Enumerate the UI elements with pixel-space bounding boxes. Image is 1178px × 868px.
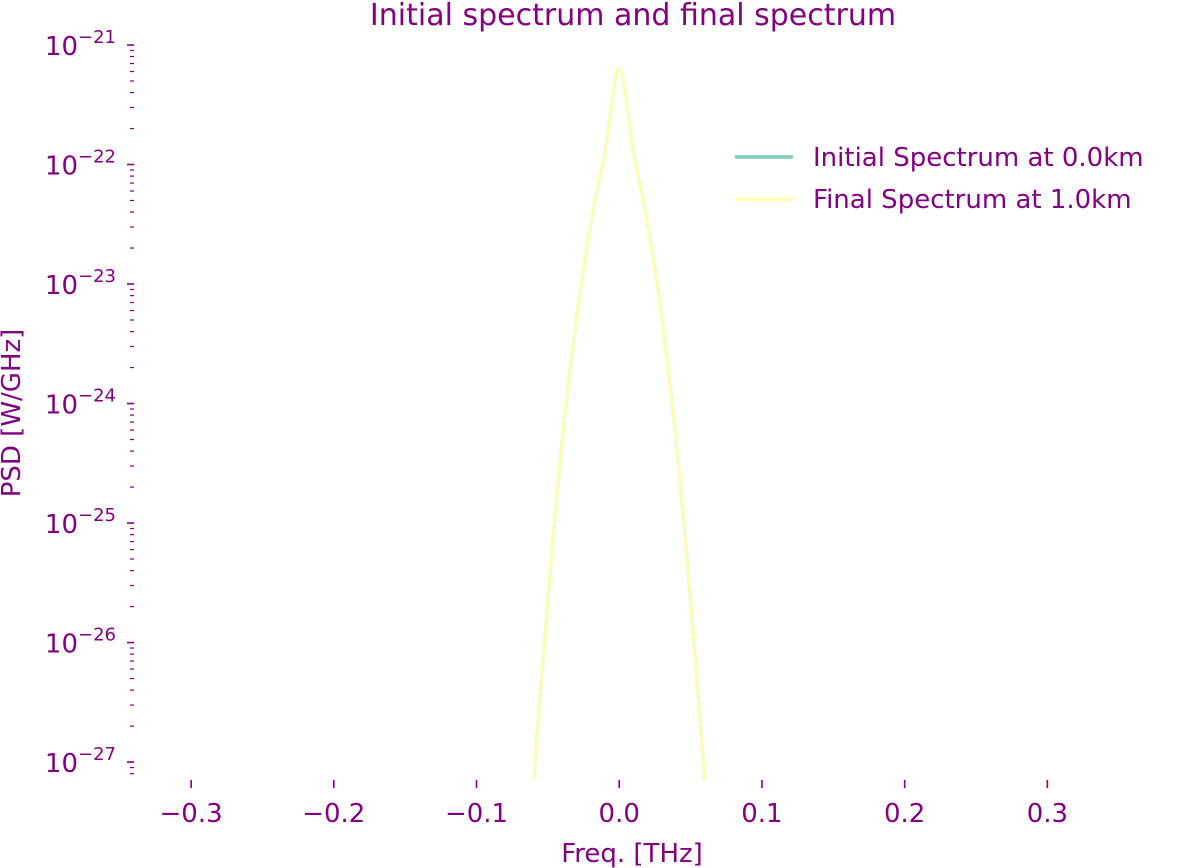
x-axis: −0.3 −0.2 −0.1 0.0 0.1 0.2 0.3	[160, 780, 1068, 829]
x-tick-label: 0.3	[1027, 799, 1068, 829]
y-tick-label: 10−23	[45, 266, 116, 301]
x-tick-label: −0.2	[302, 799, 365, 829]
x-tick-label: 0.2	[884, 799, 925, 829]
x-tick-label: −0.3	[160, 799, 223, 829]
y-tick-label: 10−24	[45, 386, 116, 421]
series-line-1	[532, 67, 707, 781]
chart-title: Initial spectrum and final spectrum	[370, 0, 896, 33]
legend: Initial Spectrum at 0.0km Final Spectrum …	[735, 143, 1144, 215]
y-tick-label: 10−25	[45, 505, 116, 540]
y-tick-label: 10−27	[45, 744, 116, 779]
x-tick-label: 0.1	[741, 799, 782, 829]
y-tick-label: 10−22	[45, 147, 116, 182]
x-axis-label: Freq. [THz]	[561, 839, 703, 868]
y-axis-label: PSD [W/GHz]	[0, 329, 27, 498]
series-line-0	[532, 67, 707, 781]
legend-label-0: Initial Spectrum at 0.0km	[813, 143, 1144, 173]
plot-area	[532, 67, 707, 781]
y-tick-label: 10−21	[45, 27, 116, 62]
x-tick-label: −0.1	[445, 799, 508, 829]
y-axis: 10−21 10−22 10−23 10−24 10−25 10−26 10−27	[45, 27, 134, 779]
x-tick-label: 0.0	[599, 799, 640, 829]
legend-label-1: Final Spectrum at 1.0km	[813, 185, 1132, 215]
y-tick-label: 10−26	[45, 625, 116, 660]
